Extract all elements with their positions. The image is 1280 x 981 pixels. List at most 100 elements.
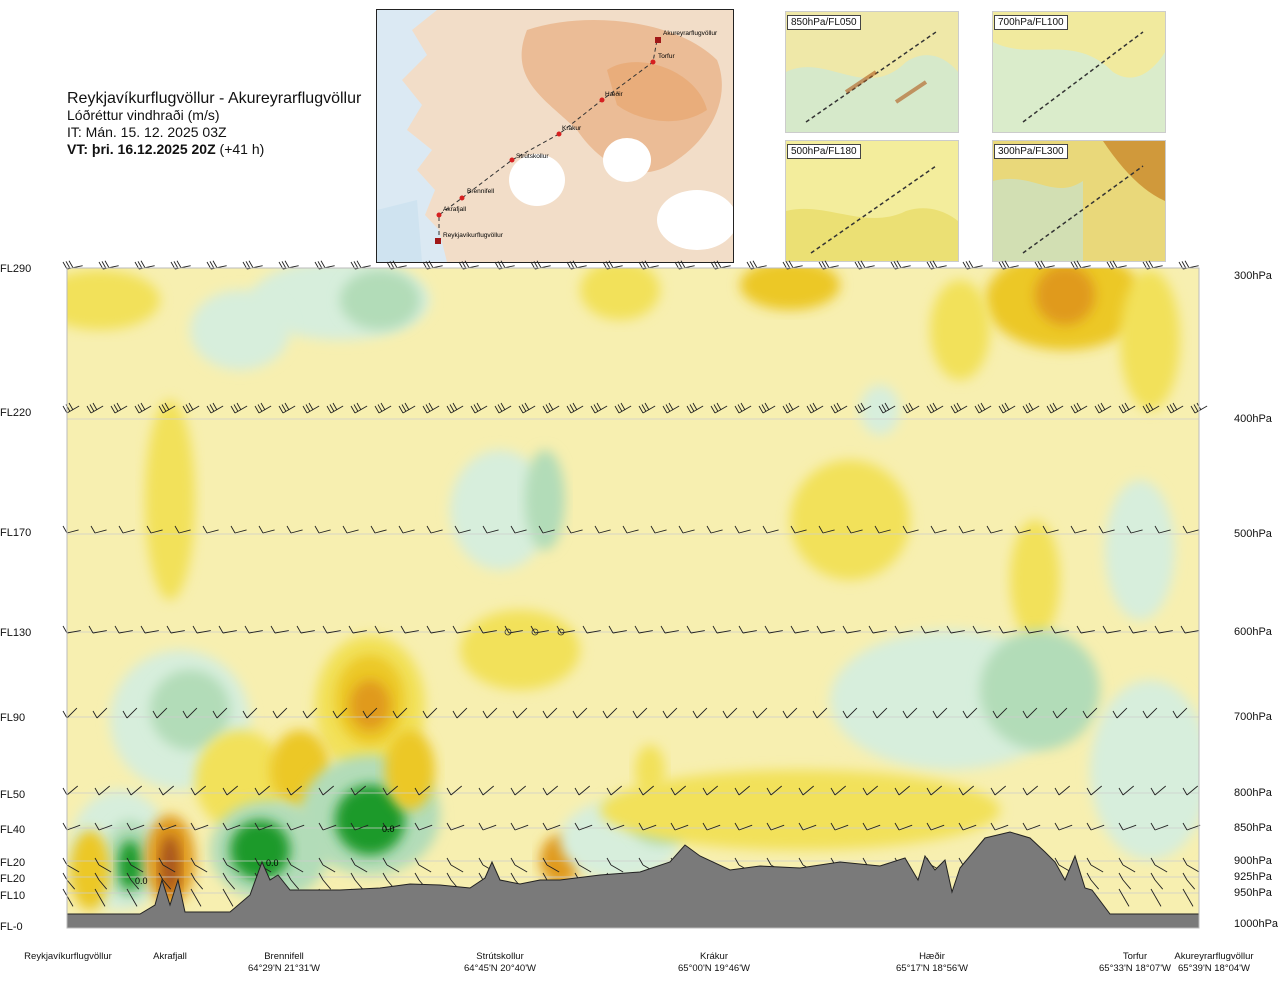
wind-barb-shaft — [194, 879, 204, 890]
wind-barb-feather — [670, 787, 676, 796]
wind-barb-shaft — [626, 529, 639, 534]
wind-barb-feather — [400, 625, 406, 634]
wind-barb-feather — [500, 402, 506, 411]
wind-barb-shaft — [1122, 824, 1137, 831]
wind-barb-feather — [542, 872, 548, 881]
wind-barb-shaft — [122, 529, 135, 534]
wind-barb-feather — [478, 872, 484, 881]
waypoint-label: Torfur 65°33'N 18°07'W — [1099, 951, 1171, 974]
wind-barb-feather — [348, 625, 354, 634]
wind-barb-feather — [257, 404, 263, 412]
wind-barb-shaft — [636, 707, 648, 719]
waypoint-dot — [599, 97, 605, 103]
wind-barb-feather — [1150, 857, 1156, 866]
calm-wind-marker — [557, 628, 565, 636]
thumbnail-300hpa[interactable]: 300hPa/FL300 — [992, 140, 1166, 262]
wind-barb-feather — [482, 710, 488, 719]
wind-barb-shaft — [802, 785, 815, 796]
wind-barb-feather — [464, 260, 470, 268]
wind-barb-shaft — [610, 864, 624, 873]
wind-barb-feather — [202, 525, 208, 534]
wind-barb-shaft — [1028, 630, 1043, 634]
thumbnail-850hpa[interactable]: 850hPa/FL050 — [785, 11, 959, 133]
wind-barb-feather — [350, 787, 356, 796]
valid-time: VT: þri. 16.12.2025 20Z (+41 h) — [67, 141, 361, 158]
wind-barb-shaft — [834, 785, 847, 796]
wind-barb-feather — [896, 260, 902, 268]
wind-barb-shaft — [1090, 785, 1103, 796]
wind-barb-shaft — [418, 864, 432, 873]
wind-barb-feather — [542, 710, 548, 719]
wind-barb-shaft — [274, 630, 289, 634]
wind-barb-shaft — [482, 785, 495, 796]
wind-barb-shaft — [306, 707, 318, 719]
wind-barb-feather — [374, 405, 380, 414]
wind-barb-feather — [542, 857, 548, 866]
wind-barb-feather — [414, 872, 420, 881]
wind-barb-feather — [414, 857, 420, 866]
velocity-cell — [190, 290, 290, 370]
wind-barb-feather — [254, 405, 260, 414]
wind-barb-shaft — [162, 879, 172, 890]
wind-barb-feather — [650, 525, 656, 534]
pressure-label: 925hPa — [1234, 871, 1272, 883]
thumbnail-700hpa[interactable]: 700hPa/FL100 — [992, 11, 1166, 133]
wind-barb-shaft — [1158, 630, 1173, 634]
map-label: Akureyrarflugvöllur — [663, 30, 718, 37]
wind-barb-shaft — [898, 785, 911, 796]
wind-barb-shaft — [802, 824, 817, 831]
wind-barb-shaft — [1116, 707, 1128, 719]
wind-barb-shaft — [878, 529, 891, 534]
wind-barb-feather — [660, 625, 666, 634]
wind-barb-feather — [785, 261, 791, 269]
wind-barb-feather — [874, 525, 880, 534]
wind-barb-feather — [590, 405, 596, 414]
wind-barb-shaft — [130, 785, 143, 796]
wind-barb-feather — [812, 710, 818, 719]
wind-barb-feather — [1097, 404, 1103, 412]
wind-barb-shaft — [906, 529, 919, 534]
fl-label: FL-0 — [0, 921, 23, 933]
wind-barb-feather — [425, 404, 431, 412]
wind-barb-shaft — [366, 707, 378, 719]
wind-barb-shaft — [450, 824, 465, 831]
thumbnail-500hpa[interactable]: 500hPa/FL180 — [785, 140, 959, 262]
wind-barb-feather — [140, 625, 146, 634]
wind-barb-feather — [1054, 787, 1060, 796]
wind-barb-shaft — [130, 879, 140, 890]
wind-barb-feather — [1024, 625, 1030, 634]
wind-barb-feather — [692, 710, 698, 719]
wind-barb-feather — [1022, 405, 1028, 414]
wind-barb-feather — [222, 822, 228, 831]
waypoint-dot — [556, 131, 562, 137]
contour-annotation: 0.0 — [382, 824, 395, 834]
wind-barb-shaft — [962, 824, 977, 831]
velocity-cell — [230, 820, 290, 880]
wind-barb-feather — [1121, 404, 1127, 412]
contour-annotation: 0.0 — [266, 858, 279, 868]
airport-marker-end — [655, 37, 661, 43]
wind-barb-feather — [500, 260, 506, 268]
wind-barb-shaft — [570, 529, 583, 534]
wind-barb-feather — [446, 872, 452, 881]
wind-barb-feather — [414, 822, 420, 831]
wind-barb-shaft — [486, 707, 498, 719]
thumbnail-label: 850hPa/FL050 — [787, 15, 861, 30]
thumbnail-label: 700hPa/FL100 — [994, 15, 1068, 30]
wind-barb-shaft — [950, 630, 965, 634]
wind-barb-shaft — [846, 707, 858, 719]
wind-barb-feather — [94, 888, 100, 897]
wind-barb-feather — [1150, 787, 1156, 796]
wind-barb-shaft — [248, 630, 263, 634]
wind-barb-feather — [716, 402, 722, 411]
route-title: Reykjavíkurflugvöllur - Akureyrarflugvöl… — [67, 90, 362, 107]
wind-barb-feather — [1126, 525, 1132, 534]
wind-barb-feather — [1070, 525, 1076, 534]
wind-barb-shaft — [990, 529, 1003, 534]
wind-barb-shaft — [354, 864, 368, 873]
wind-barb-shaft — [534, 630, 549, 634]
wind-barb-feather — [1142, 405, 1148, 414]
wind-barb-feather — [965, 261, 971, 269]
wind-barb-feather — [1004, 402, 1010, 411]
wind-barb-feather — [860, 402, 866, 411]
